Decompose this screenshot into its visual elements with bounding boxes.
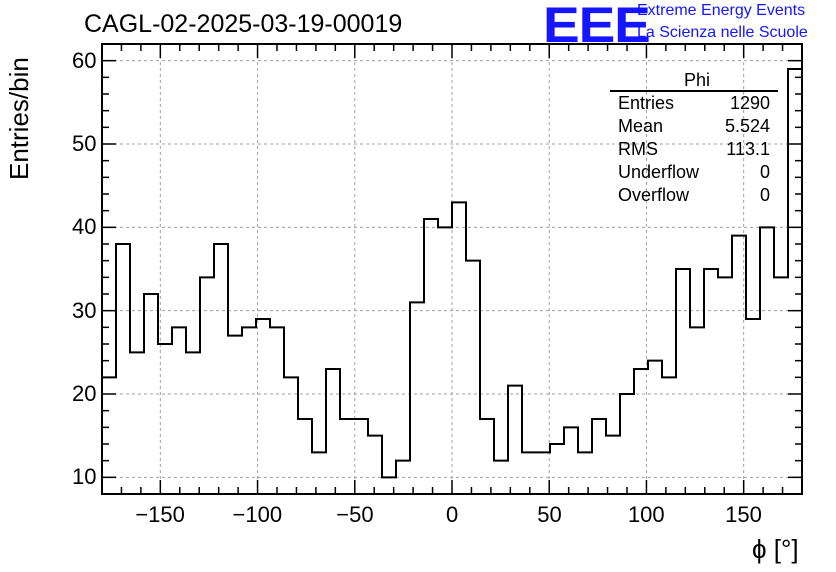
histogram-bin <box>760 227 774 494</box>
histogram-bin <box>144 294 158 494</box>
histogram-bin <box>270 327 284 494</box>
histogram-bin <box>368 436 382 494</box>
histogram-bin <box>690 327 704 494</box>
histogram-bin <box>312 452 326 494</box>
x-tick-label: 150 <box>725 502 762 527</box>
histogram-bin <box>536 452 550 494</box>
eee-logo: EEE <box>543 0 651 53</box>
histogram-bin <box>564 427 578 494</box>
histogram-bin <box>116 244 130 494</box>
logo-text-line1: Extreme Energy Events <box>637 2 806 19</box>
y-tick-label: 40 <box>72 214 97 240</box>
stats-label: Entries <box>618 93 675 113</box>
histogram-bin <box>242 327 256 494</box>
histogram-bin <box>550 444 564 494</box>
histogram-bin <box>340 419 354 494</box>
histogram-bin <box>480 419 494 494</box>
histogram-bin <box>438 227 452 494</box>
histogram-bin <box>774 277 788 494</box>
histogram-bin <box>676 269 690 494</box>
stats-label: Mean <box>618 116 664 136</box>
histogram-bin <box>704 269 718 494</box>
histogram-bin <box>522 452 536 494</box>
histogram-bin <box>452 202 466 494</box>
histogram-bin <box>214 244 228 494</box>
y-axis-label: Entries/bin <box>4 57 34 180</box>
y-tick-label: 10 <box>72 464 97 490</box>
stats-row: Underflow 0 <box>610 161 778 184</box>
histogram-bin <box>494 461 508 494</box>
histogram-bin <box>200 277 214 494</box>
histogram-bin <box>354 419 368 494</box>
histogram-bin <box>648 361 662 494</box>
stats-value: 113.1 <box>726 139 770 159</box>
x-tick-label: −100 <box>232 502 283 527</box>
stats-label: RMS <box>618 139 658 159</box>
y-tick-label: 30 <box>72 297 97 323</box>
histogram-bin <box>746 319 760 494</box>
stats-title: Phi <box>610 70 778 92</box>
histogram-bin <box>592 419 606 494</box>
stats-row: Entries 1290 <box>610 92 778 115</box>
stats-value: 0 <box>759 185 770 205</box>
histogram-bin <box>158 344 172 494</box>
histogram-bin <box>606 436 620 494</box>
x-tick-label: −150 <box>135 502 185 527</box>
histogram-bin <box>578 452 592 494</box>
y-tick-label: 50 <box>72 131 97 156</box>
histogram-bin <box>410 302 424 494</box>
histogram-bin <box>424 219 438 494</box>
histogram-step-line <box>102 68 802 479</box>
y-tick-label: 60 <box>72 47 97 73</box>
histogram-bin <box>718 277 732 494</box>
y-tick-label: 20 <box>72 381 97 406</box>
stats-box: Phi Entries 1290 Mean 5.524 RMS 113.1 Under… <box>610 70 778 207</box>
x-tick-label: 0 <box>446 502 459 527</box>
histogram-bin <box>396 461 410 494</box>
stats-value: 0 <box>759 162 770 182</box>
grid-lines <box>102 44 802 494</box>
histogram-bin <box>298 419 312 494</box>
chart-title: CAGL-02-2025-03-19-00019 <box>84 10 403 38</box>
stats-row: Mean 5.524 <box>610 115 778 138</box>
x-tick-label: −50 <box>336 502 374 527</box>
histogram-bin <box>634 369 648 494</box>
logo-text-line2: La Scienza nelle Scuole <box>637 24 808 41</box>
axis-ticks <box>101 43 803 495</box>
histogram-bin <box>130 352 144 494</box>
histogram-bin <box>228 336 242 494</box>
histogram-bin <box>620 394 634 494</box>
stats-row: RMS 113.1 <box>610 138 778 161</box>
x-tick-label: 50 <box>537 502 562 527</box>
histogram-bin <box>732 236 746 494</box>
x-axis-label: ϕ [°] <box>752 534 799 564</box>
histogram-bin <box>256 319 270 494</box>
stats-row: Overflow 0 <box>610 184 778 207</box>
histogram-bin <box>284 377 298 494</box>
histogram-bin <box>662 377 676 494</box>
stats-label: Overflow <box>618 185 690 205</box>
histogram-bin <box>102 377 116 494</box>
histogram-bin <box>326 369 340 494</box>
x-tick-label: 100 <box>627 502 665 527</box>
histogram-bin <box>788 69 802 494</box>
histogram-bin <box>172 327 186 494</box>
histogram-bin <box>466 261 480 494</box>
stats-value: 5.524 <box>724 116 770 136</box>
stats-value: 1290 <box>729 93 770 113</box>
histogram-bin <box>508 386 522 494</box>
plot-frame <box>101 43 803 495</box>
stats-label: Underflow <box>618 162 700 182</box>
histogram-bin <box>186 352 200 494</box>
